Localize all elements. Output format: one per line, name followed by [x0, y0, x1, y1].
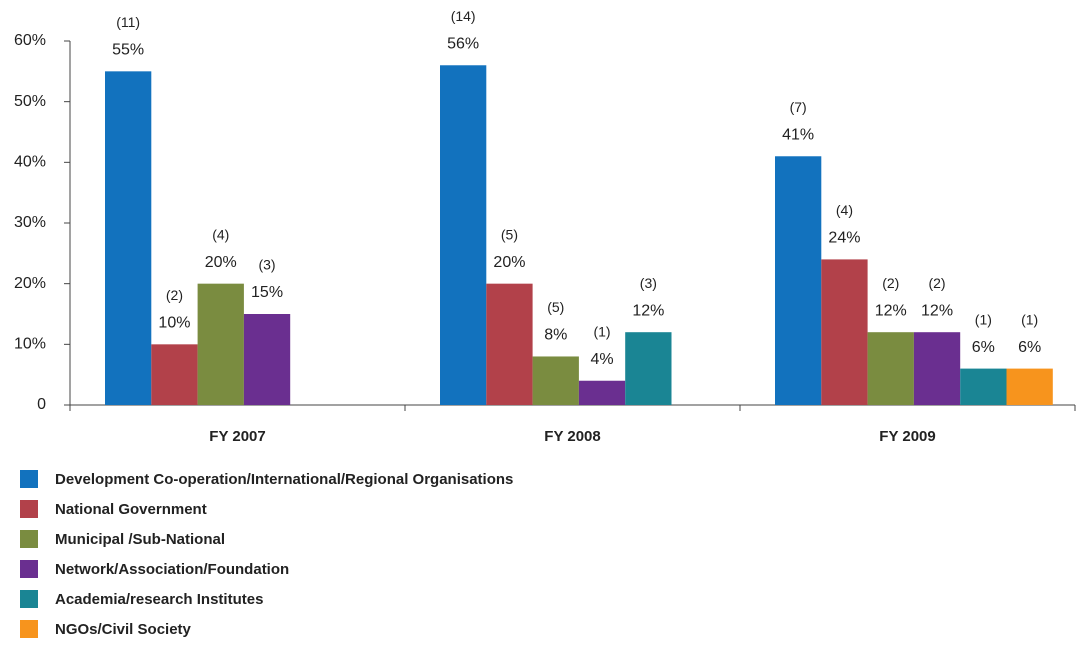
- x-tick-label: FY 2008: [544, 428, 600, 445]
- count-label: (4): [212, 226, 229, 242]
- bar: [440, 65, 487, 406]
- bar: [775, 156, 822, 405]
- legend-label: Development Co-operation/International/R…: [55, 471, 513, 488]
- legend-swatch: [20, 470, 38, 488]
- bar: [532, 356, 579, 405]
- bar: [821, 259, 868, 405]
- bar: [867, 332, 914, 405]
- legend-swatch: [20, 530, 38, 548]
- count-label: (1): [593, 323, 610, 339]
- count-label: (2): [928, 275, 945, 291]
- legend-label: NGOs/Civil Society: [55, 621, 192, 638]
- y-tick-label: 60%: [14, 32, 46, 49]
- value-label: 12%: [875, 302, 907, 319]
- value-label: 6%: [1018, 339, 1041, 356]
- value-label: 6%: [972, 339, 995, 356]
- count-label: (3): [258, 257, 275, 273]
- value-label: 15%: [251, 284, 283, 301]
- count-label: (1): [1021, 311, 1038, 327]
- count-label: (1): [975, 311, 992, 327]
- value-label: 12%: [921, 302, 953, 319]
- count-label: (3): [640, 275, 657, 291]
- value-label: 10%: [158, 315, 190, 332]
- legend-label: Network/Association/Foundation: [55, 561, 289, 578]
- bar: [197, 283, 244, 405]
- count-label: (14): [451, 8, 476, 24]
- bar: [486, 283, 533, 405]
- bar: [243, 314, 291, 405]
- legend-swatch: [20, 590, 38, 608]
- value-label: 55%: [112, 42, 144, 59]
- legend-label: Municipal /Sub-National: [55, 531, 225, 548]
- count-label: (5): [501, 226, 518, 242]
- y-tick-label: 40%: [14, 154, 46, 171]
- legend-label: Academia/research Institutes: [55, 591, 263, 608]
- bar: [105, 71, 152, 405]
- value-label: 4%: [590, 351, 613, 368]
- bar: [1006, 368, 1053, 405]
- legend-label: National Government: [55, 501, 207, 518]
- count-label: (5): [547, 299, 564, 315]
- y-tick-label: 0: [37, 396, 46, 413]
- bar: [960, 368, 1007, 405]
- bar: [578, 380, 626, 405]
- y-tick-label: 20%: [14, 275, 46, 292]
- legend-swatch: [20, 620, 38, 638]
- value-label: 20%: [205, 254, 237, 271]
- y-tick-label: 50%: [14, 93, 46, 110]
- value-label: 24%: [828, 230, 860, 247]
- count-label: (4): [836, 202, 853, 218]
- bar: [151, 344, 198, 405]
- bar: [625, 332, 672, 405]
- value-label: 12%: [632, 302, 664, 319]
- value-label: 41%: [782, 126, 814, 143]
- count-label: (7): [790, 99, 807, 115]
- count-label: (2): [882, 275, 899, 291]
- y-tick-label: 30%: [14, 214, 46, 231]
- value-label: 8%: [544, 327, 567, 344]
- count-label: (2): [166, 287, 183, 303]
- x-tick-label: FY 2007: [209, 428, 265, 445]
- value-label: 20%: [493, 254, 525, 271]
- value-label: 56%: [447, 35, 479, 52]
- x-tick-label: FY 2009: [879, 428, 935, 445]
- bar: [913, 332, 961, 405]
- count-label: (11): [116, 14, 140, 30]
- legend-swatch: [20, 500, 38, 518]
- legend-swatch: [20, 560, 38, 578]
- y-tick-label: 10%: [14, 336, 46, 353]
